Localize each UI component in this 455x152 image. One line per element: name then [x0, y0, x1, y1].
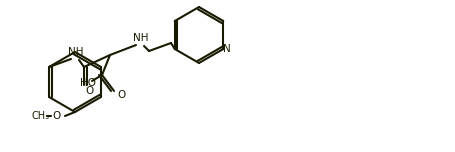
Text: O: O — [53, 111, 61, 121]
Text: CH₃: CH₃ — [32, 111, 50, 121]
Text: NH: NH — [68, 47, 84, 57]
Text: HO: HO — [80, 78, 96, 88]
Text: NH: NH — [133, 33, 148, 43]
Text: N: N — [223, 44, 231, 54]
Text: O: O — [85, 86, 93, 96]
Text: O: O — [116, 90, 125, 100]
